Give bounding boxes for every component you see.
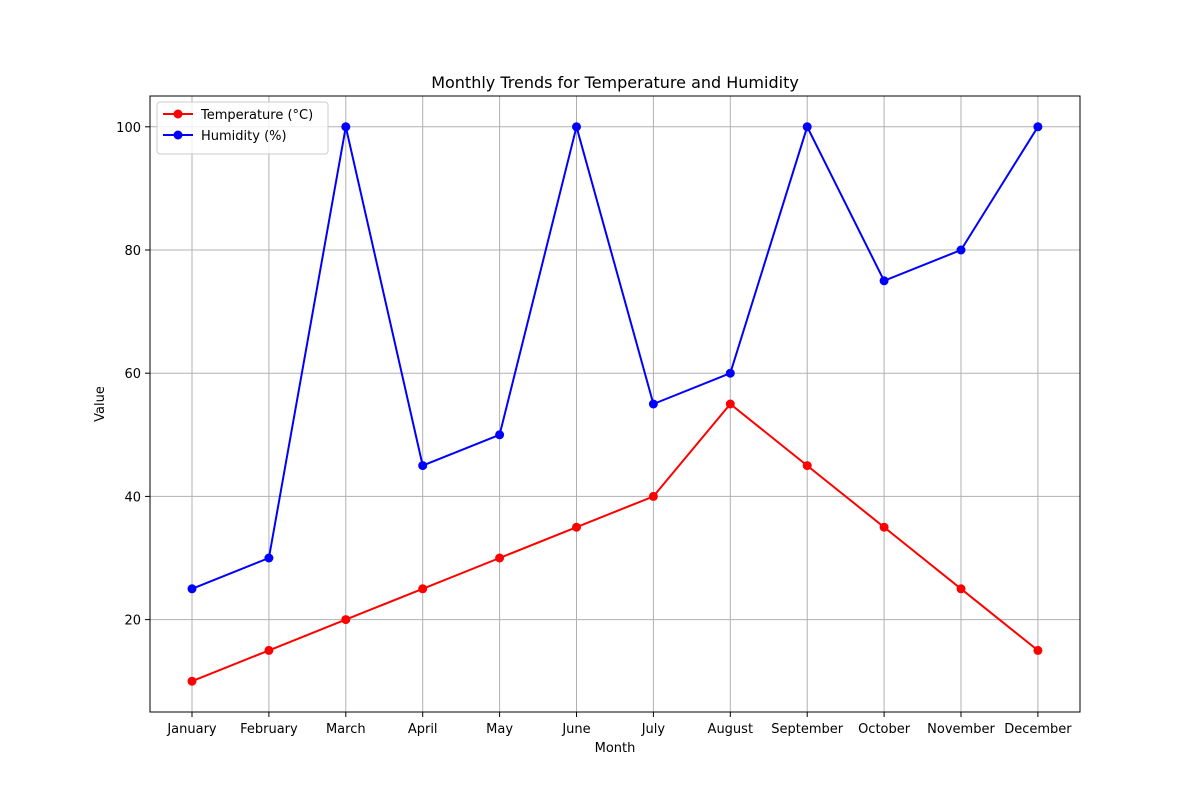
data-point [956,584,966,594]
y-tick-label: 80 [124,244,141,259]
y-axis-label: Value [93,386,108,422]
series-layer [187,122,1043,686]
series-line [191,125,1039,590]
plot-frame [149,95,1081,713]
data-point [802,122,812,132]
legend-marker [173,130,183,140]
data-point [956,245,966,255]
data-point [264,645,274,655]
x-tick-label: November [927,722,995,737]
y-tick-label: 20 [124,614,141,629]
x-tick-label: March [326,722,366,737]
x-tick-label: April [408,722,438,737]
data-point [1033,122,1043,132]
data-point [264,553,274,563]
data-point [572,122,581,132]
data-point [341,615,351,625]
data-point [341,122,351,132]
data-point [572,522,581,532]
data-point [879,522,889,532]
data-point [802,461,812,471]
legend-label: Humidity (%) [201,129,287,144]
chart-title: Monthly Trends for Temperature and Humid… [431,73,799,92]
x-tick-label: June [561,722,590,737]
x-tick-label: December [1004,722,1072,737]
x-tick-label: February [240,722,298,737]
legend-label: Temperature (°C) [200,108,313,123]
y-tick-label: 60 [124,367,141,382]
x-tick-label: May [486,722,513,737]
x-tick-label: October [858,722,911,737]
data-point [495,553,505,563]
x-tick-label: August [708,722,754,737]
data-point [648,399,658,409]
data-point [648,491,658,501]
series-line [191,403,1039,683]
y-axis: 20 40 60 80 100 [116,121,150,629]
data-point [187,584,197,594]
data-point [418,461,428,471]
x-tick-label: January [166,722,217,737]
data-point [879,276,889,286]
data-point [495,430,505,440]
data-point [725,368,735,378]
legend-marker [173,109,183,119]
data-point [418,584,428,594]
legend: Temperature (°C) Humidity (%) [156,101,329,155]
legend-box [156,101,329,155]
x-axis: January February March April May June July Augu… [166,712,1072,737]
data-point [187,676,197,686]
data-point [1033,645,1043,655]
x-tick-label: July [641,722,666,737]
x-tick-label: September [771,722,844,737]
x-axis-label: Month [595,741,636,756]
grid-layer [150,96,1080,712]
y-tick-label: 40 [124,490,141,505]
y-tick-label: 100 [116,121,141,136]
data-point [725,399,735,409]
